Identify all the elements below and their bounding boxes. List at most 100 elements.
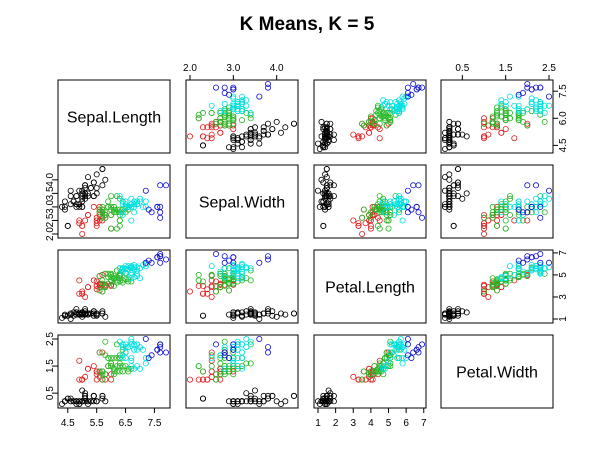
point-cluster1-11-r3c1	[273, 398, 280, 405]
point-cluster2-19-r2c0	[96, 281, 103, 288]
point-cluster3-34-r3c0	[108, 354, 115, 361]
point-cluster4-27-r2c3	[541, 265, 548, 272]
point-cluster1-28-r0c2	[327, 120, 334, 127]
point-cluster1-28-r1c3	[450, 182, 457, 189]
point-cluster3-36-r1c2	[378, 209, 385, 216]
point-cluster5-4-r1c0	[157, 209, 164, 216]
point-cluster4-22-r0c1	[238, 93, 245, 100]
point-cluster1-29-r1c0	[79, 187, 86, 194]
point-cluster4-14-r1c3	[546, 195, 553, 202]
point-cluster1-39-r0c1	[247, 136, 254, 143]
point-cluster4-4-r3c0	[128, 357, 135, 364]
point-cluster1-19-r0c2	[330, 136, 337, 143]
point-cluster3-12-r3c0	[119, 368, 126, 375]
point-cluster1-47-r1c0	[64, 222, 71, 229]
point-cluster3-27-r0c1	[195, 115, 202, 122]
point-cluster3-35-r1c3	[541, 209, 548, 216]
point-cluster2-12-r2c0	[90, 277, 97, 284]
point-cluster4-8-r3c1	[217, 352, 224, 359]
point-cluster4-25-r1c0	[136, 195, 143, 202]
point-cluster3-19-r2c1	[199, 278, 206, 285]
point-cluster4-15-r0c2	[388, 102, 395, 109]
y-tick-label-Sepal.Width-2.5: 2.5	[45, 213, 56, 227]
point-cluster4-29-r2c0	[131, 264, 138, 271]
point-cluster3-41-r3c1	[247, 341, 254, 348]
point-cluster4-0-r3c1	[238, 365, 245, 372]
point-cluster2-13-r0c2	[374, 124, 381, 131]
x-tick-label-Sepal.Width-4.0: 4.0	[270, 63, 284, 74]
point-cluster1-47-r2c1	[199, 312, 206, 319]
point-cluster4-2-r1c2	[380, 201, 387, 208]
point-cluster4-28-r0c3	[533, 104, 540, 111]
point-cluster3-41-r1c0	[113, 193, 120, 200]
point-cluster2-0-r2c1	[186, 288, 193, 295]
point-cluster3-9-r1c3	[493, 209, 500, 216]
point-cluster5-5-r0c2	[410, 81, 417, 88]
point-cluster2-5-r3c1	[204, 376, 211, 383]
point-cluster3-31-r1c0	[111, 203, 118, 210]
point-cluster4-3-r1c0	[131, 209, 138, 216]
x-tick-label-Sepal.Length-5.5: 5.5	[90, 418, 104, 429]
point-cluster1-44-r3c1	[234, 398, 241, 405]
point-cluster3-29-r3c1	[217, 354, 224, 361]
point-cluster2-0-r1c0	[79, 230, 86, 237]
point-cluster1-38-r1c0	[79, 195, 86, 202]
point-cluster1-47-r3c2	[320, 395, 327, 402]
point-cluster1-45-r1c0	[79, 203, 86, 210]
point-cluster3-38-r1c0	[105, 203, 112, 210]
point-cluster4-14-r1c0	[128, 195, 135, 202]
point-cluster4-8-r1c0	[119, 211, 126, 218]
point-cluster5-3-r2c1	[212, 250, 219, 257]
point-cluster1-11-r0c2	[318, 118, 325, 125]
point-cluster4-8-r0c1	[217, 108, 224, 115]
point-cluster5-9-r0c3	[528, 86, 535, 93]
point-cluster5-6-r1c2	[404, 209, 411, 216]
point-cluster4-25-r0c2	[396, 97, 403, 104]
point-cluster4-28-r3c1	[230, 344, 237, 351]
point-cluster4-27-r1c0	[116, 193, 123, 200]
point-cluster2-27-r0c2	[369, 115, 376, 122]
y-tick-label-Sepal.Width-4.0: 4.0	[45, 172, 56, 186]
point-cluster3-18-r2c1	[247, 277, 254, 284]
point-cluster2-22-r1c3	[511, 217, 518, 224]
point-cluster1-40-r0c2	[330, 131, 337, 138]
point-cluster5-3-r1c2	[418, 214, 425, 221]
point-cluster1-34-r1c0	[70, 198, 77, 205]
point-cluster4-21-r1c2	[399, 217, 406, 224]
point-cluster4-19-r3c1	[230, 360, 237, 367]
point-cluster1-27-r0c2	[322, 136, 329, 143]
point-cluster3-15-r2c0	[99, 288, 106, 295]
point-cluster5-8-r2c0	[157, 259, 164, 266]
point-cluster4-20-r0c1	[221, 108, 228, 115]
point-cluster3-35-r1c0	[102, 209, 109, 216]
point-cluster4-28-r0c1	[230, 104, 237, 111]
point-cluster4-3-r3c0	[131, 365, 138, 372]
point-cluster1-31-r1c0	[90, 179, 97, 186]
point-cluster3-38-r2c0	[105, 270, 112, 277]
panel-3-2	[313, 334, 427, 409]
point-cluster3-6-r3c2	[360, 368, 367, 375]
point-cluster4-11-r1c3	[541, 201, 548, 208]
point-cluster3-18-r1c0	[108, 193, 115, 200]
point-cluster5-8-r0c2	[404, 84, 411, 91]
point-cluster4-22-r2c1	[238, 260, 245, 267]
point-cluster3-25-r0c1	[217, 118, 224, 125]
point-cluster2-22-r2c0	[76, 277, 83, 284]
point-cluster3-19-r1c3	[493, 222, 500, 229]
point-cluster4-2-r3c1	[234, 363, 241, 370]
point-cluster2-2-r1c2	[362, 220, 369, 227]
point-cluster2-21-r0c1	[208, 124, 215, 131]
point-cluster1-18-r3c1	[243, 390, 250, 397]
point-cluster5-8-r2c3	[537, 259, 544, 266]
point-cluster2-20-r3c0	[79, 376, 86, 383]
point-cluster5-8-r3c0	[157, 341, 164, 348]
point-cluster5-2-r3c1	[264, 344, 271, 351]
point-cluster5-7-r2c0	[142, 259, 149, 266]
point-cluster3-12-r0c3	[493, 108, 500, 115]
y-tick-label-Petal.Width-1.5: 1.5	[45, 359, 56, 373]
point-cluster5-3-r0c1	[212, 84, 219, 91]
point-cluster3-22-r3c1	[230, 371, 237, 378]
point-cluster4-21-r0c3	[515, 102, 522, 109]
point-cluster4-17-r0c1	[234, 108, 241, 115]
